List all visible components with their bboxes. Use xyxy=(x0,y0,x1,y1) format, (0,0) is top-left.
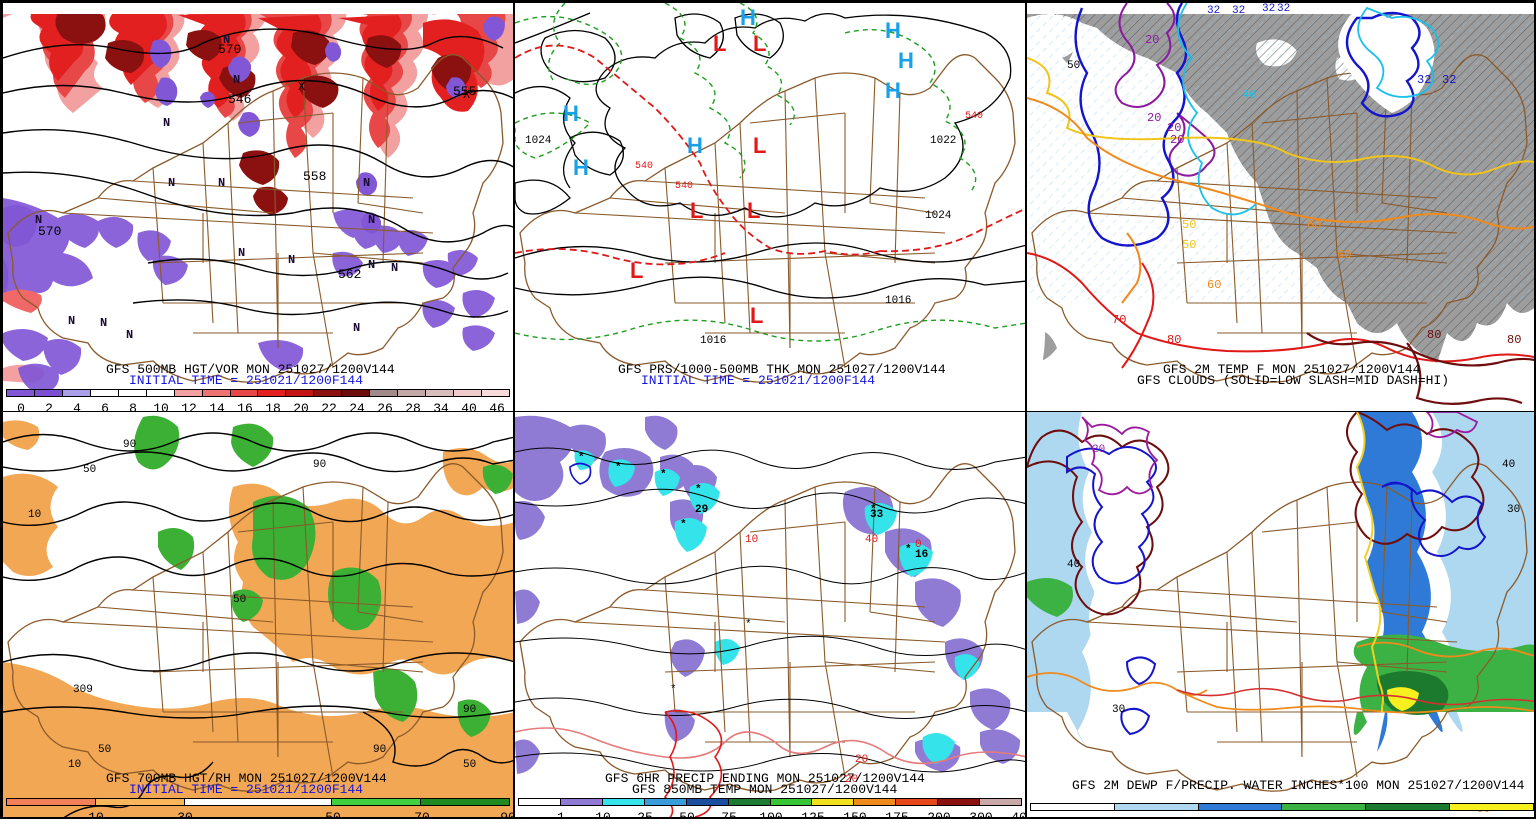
svg-text:X: X xyxy=(463,88,470,102)
svg-text:90: 90 xyxy=(123,439,136,451)
svg-text:558: 558 xyxy=(303,169,326,184)
svg-text:L: L xyxy=(753,133,766,158)
svg-text:*: * xyxy=(695,484,702,496)
svg-text:32: 32 xyxy=(1277,3,1290,15)
svg-text:32: 32 xyxy=(1417,73,1431,87)
svg-text:L: L xyxy=(630,258,643,283)
svg-text:0: 0 xyxy=(915,539,922,551)
svg-text:N: N xyxy=(218,176,225,190)
svg-text:H: H xyxy=(573,155,589,180)
svg-text:1024: 1024 xyxy=(525,135,552,147)
svg-text:H: H xyxy=(687,133,703,158)
svg-text:40: 40 xyxy=(1242,88,1256,102)
svg-text:30: 30 xyxy=(1112,704,1125,716)
svg-text:32: 32 xyxy=(1207,5,1220,17)
svg-text:32: 32 xyxy=(1442,73,1456,87)
svg-text:50: 50 xyxy=(98,744,111,756)
svg-text:N: N xyxy=(223,33,230,47)
svg-text:40: 40 xyxy=(865,534,878,546)
svg-text:50: 50 xyxy=(83,464,96,476)
svg-text:90: 90 xyxy=(313,459,326,471)
svg-text:*: * xyxy=(660,469,667,481)
svg-text:20: 20 xyxy=(1092,444,1105,456)
svg-text:60: 60 xyxy=(1307,218,1321,232)
svg-text:N: N xyxy=(168,176,175,190)
svg-text:INITIAL TIME = 251021/1200F144: INITIAL TIME = 251021/1200F144 xyxy=(129,373,363,388)
svg-text:540: 540 xyxy=(675,181,693,192)
svg-text:N: N xyxy=(288,253,295,267)
svg-text:40: 40 xyxy=(1067,559,1080,571)
svg-text:546: 546 xyxy=(228,92,251,107)
svg-text:50: 50 xyxy=(1182,238,1196,252)
svg-text:X: X xyxy=(298,80,305,94)
svg-text:20: 20 xyxy=(1170,133,1184,147)
svg-text:1016: 1016 xyxy=(885,295,911,307)
svg-text:H: H xyxy=(885,78,901,103)
svg-text:33: 33 xyxy=(870,509,884,521)
svg-text:N: N xyxy=(353,321,360,335)
svg-text:*: * xyxy=(670,684,677,696)
svg-text:1024: 1024 xyxy=(925,210,952,222)
svg-text:H: H xyxy=(898,48,914,73)
svg-text:H: H xyxy=(563,101,579,126)
svg-text:INITIAL TIME = 251021/1200F144: INITIAL TIME = 251021/1200F144 xyxy=(129,782,363,797)
svg-text:309: 309 xyxy=(73,684,93,696)
svg-text:70: 70 xyxy=(1112,313,1126,327)
svg-text:*: * xyxy=(578,452,585,464)
svg-text:N: N xyxy=(238,246,245,260)
svg-text:50: 50 xyxy=(463,759,476,771)
svg-text:20: 20 xyxy=(855,754,868,766)
svg-text:10: 10 xyxy=(28,509,41,521)
svg-text:60: 60 xyxy=(1207,278,1221,292)
svg-text:L: L xyxy=(713,31,726,56)
svg-text:20: 20 xyxy=(1145,33,1159,47)
svg-text:N: N xyxy=(163,116,170,130)
svg-text:80: 80 xyxy=(1427,328,1441,342)
svg-text:N: N xyxy=(368,258,375,272)
svg-text:H: H xyxy=(740,5,756,30)
svg-text:L: L xyxy=(750,303,763,328)
svg-text:N: N xyxy=(100,316,107,330)
svg-text:GFS 850MB TEMP MON 251027/1200: GFS 850MB TEMP MON 251027/1200V144 xyxy=(632,782,897,797)
svg-text:540: 540 xyxy=(635,161,653,172)
svg-text:50: 50 xyxy=(1067,60,1080,72)
svg-text:*: * xyxy=(680,519,687,531)
svg-text:H: H xyxy=(885,18,901,43)
svg-text:N: N xyxy=(233,73,240,87)
svg-text:10: 10 xyxy=(745,534,758,546)
svg-text:540: 540 xyxy=(965,111,983,122)
svg-text:20: 20 xyxy=(1147,111,1161,125)
svg-text:N: N xyxy=(68,314,75,328)
svg-text:50: 50 xyxy=(233,594,246,606)
svg-text:32: 32 xyxy=(1232,5,1245,17)
svg-text:40: 40 xyxy=(1502,459,1515,471)
svg-text:30: 30 xyxy=(1507,504,1520,516)
svg-text:1022: 1022 xyxy=(930,135,956,147)
svg-text:GFS CLOUDS (SOLID=LOW SLASH=MI: GFS CLOUDS (SOLID=LOW SLASH=MID DASH=HI) xyxy=(1137,373,1449,388)
svg-text:INITIAL TIME = 251021/1200F144: INITIAL TIME = 251021/1200F144 xyxy=(641,373,875,388)
svg-text:L: L xyxy=(753,31,766,56)
svg-text:*: * xyxy=(745,619,752,631)
svg-text:90: 90 xyxy=(373,744,386,756)
svg-text:N: N xyxy=(126,328,133,342)
svg-text:50: 50 xyxy=(1182,218,1196,232)
svg-text:N: N xyxy=(368,213,375,227)
svg-text:*: * xyxy=(615,462,622,474)
svg-text:80: 80 xyxy=(1507,333,1521,347)
svg-text:562: 562 xyxy=(338,267,361,282)
svg-text:L: L xyxy=(690,198,703,223)
svg-text:N: N xyxy=(35,213,42,227)
svg-text:N: N xyxy=(391,261,398,275)
svg-text:90: 90 xyxy=(463,704,476,716)
svg-text:32: 32 xyxy=(1262,3,1275,15)
svg-text:29: 29 xyxy=(695,504,708,516)
svg-text:GFS 2M DEWP F/PRECIP. WATER IN: GFS 2M DEWP F/PRECIP. WATER INCHES*100 M… xyxy=(1072,778,1525,793)
svg-text:1016: 1016 xyxy=(700,335,726,347)
svg-text:*: * xyxy=(905,544,912,556)
svg-text:80: 80 xyxy=(1167,333,1181,347)
svg-text:60: 60 xyxy=(1337,248,1351,262)
svg-text:L: L xyxy=(747,198,760,223)
svg-text:10: 10 xyxy=(68,759,81,771)
svg-text:N: N xyxy=(363,176,370,190)
